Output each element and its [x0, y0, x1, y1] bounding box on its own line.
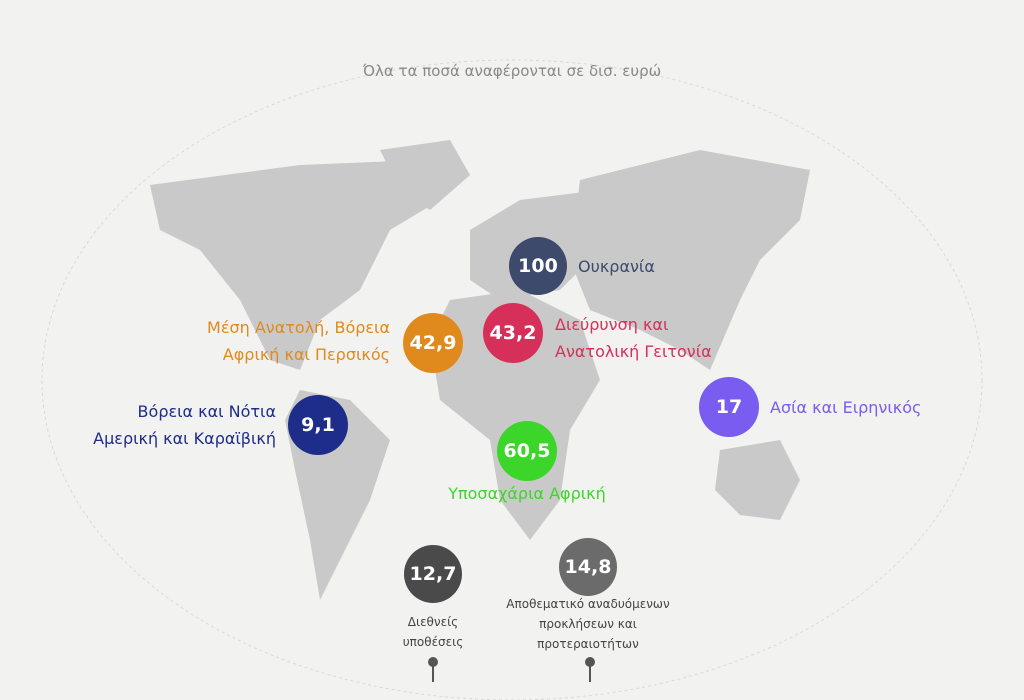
label-line: Ανατολική Γειτονία: [555, 342, 712, 361]
amount-circle: 42,9: [403, 313, 463, 373]
label-line: Αμερική και Καραϊβική: [93, 429, 276, 448]
africa: [430, 290, 600, 540]
region-label: Διεθνείς υποθέσεις: [283, 612, 583, 652]
label-line: Διεύρυνση και: [555, 315, 669, 334]
label-line: προκλήσεων και: [539, 617, 637, 631]
label-line: Αφρική και Περσικός: [222, 345, 390, 364]
label-line: προτεραιοτήτων: [537, 637, 639, 651]
label-line: Μέση Ανατολή, Βόρεια: [207, 318, 390, 337]
label-line: Υποσαχάρια Αφρική: [448, 484, 606, 503]
australia: [715, 440, 800, 520]
region-label: Ασία και Ειρηνικός: [770, 394, 921, 421]
pin-head: [585, 657, 595, 667]
map-outline: [41, 59, 983, 700]
label-line: Βόρεια και Νότια: [137, 402, 276, 421]
amount-circle: 100: [509, 237, 567, 295]
label-line: υποθέσεις: [402, 635, 464, 649]
greenland: [380, 140, 470, 210]
amount-circle: 17: [699, 377, 759, 437]
amount-circle: 60,5: [497, 421, 557, 481]
north-america: [150, 160, 440, 370]
label-line: Αποθεματικό αναδυόμενων: [506, 597, 670, 611]
label-line: Διεθνείς: [407, 615, 459, 629]
amount-circle: 14,8: [559, 538, 617, 596]
amount-circle: 43,2: [483, 303, 543, 363]
amount-circle: 12,7: [404, 545, 462, 603]
asia: [570, 150, 810, 370]
region-label: Αποθεματικό αναδυόμενων προκλήσεων και προ…: [438, 594, 738, 654]
region-label: Μέση Ανατολή, Βόρεια Αφρική και Περσικός: [207, 314, 390, 368]
label-line: Ασία και Ειρηνικός: [770, 398, 922, 417]
continents: [150, 140, 810, 600]
region-label: Διεύρυνση και Ανατολική Γειτονία: [555, 311, 712, 365]
pin-head: [428, 657, 438, 667]
region-label: Βόρεια και Νότια Αμερική και Καραϊβική: [93, 398, 276, 452]
amount-circle: 9,1: [288, 395, 348, 455]
label-line: Ουκρανία: [578, 257, 655, 276]
region-label: Ουκρανία: [578, 253, 655, 280]
region-label: Υποσαχάρια Αφρική: [377, 480, 677, 507]
pins: [428, 657, 595, 682]
note: Όλα τα ποσά αναφέρονται σε δισ. ευρώ: [362, 62, 662, 80]
